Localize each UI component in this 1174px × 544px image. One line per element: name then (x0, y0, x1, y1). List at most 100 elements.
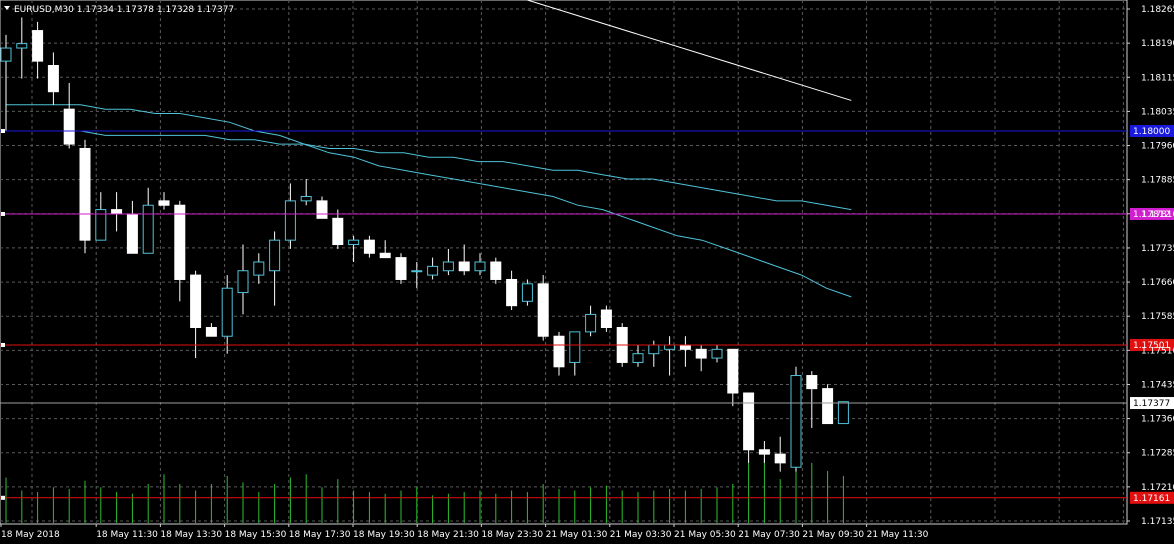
time-tick-label: 18 May 15:30 (225, 530, 287, 540)
candle-bull (300, 196, 312, 202)
time-tick-label: 21 May 09:30 (802, 530, 864, 540)
candle-bull (837, 401, 849, 425)
grid (0, 0, 1128, 525)
candle-bull (648, 344, 660, 355)
time-tick-label: 18 May 11:30 (96, 530, 158, 540)
red-level-top-tag (1130, 338, 1174, 351)
triangle-down-icon[interactable] (4, 6, 10, 10)
candle-bear (395, 257, 407, 280)
candle-bull (0, 47, 12, 62)
candle-bear (727, 348, 739, 394)
candle-bull (237, 270, 249, 294)
candle-bull (474, 261, 486, 272)
candle-bear (379, 252, 391, 259)
blue-level-handle[interactable] (1, 129, 5, 133)
trendline-layer[interactable] (527, 0, 852, 101)
candle-bull (221, 287, 233, 337)
purple-level-handle[interactable] (1, 211, 5, 216)
volume-bars (5, 458, 844, 523)
candle-bear (79, 147, 91, 241)
candle-bear (205, 327, 217, 337)
time-tick-label: 21 May 11:30 (867, 530, 929, 540)
price-tick-label: 1.17810 (1141, 210, 1174, 220)
candle-bull (427, 265, 439, 276)
current-price-tag (1130, 397, 1174, 410)
candle-bear (822, 388, 834, 425)
candle-bear (490, 261, 502, 280)
plot-border (0, 0, 1128, 525)
price-tick-label: 1.18035 (1141, 107, 1174, 117)
chart-title: EURUSD,M30 1.17334 1.17378 1.17328 1.173… (14, 5, 234, 15)
candle-bear (63, 108, 75, 145)
candle-bear (363, 239, 375, 254)
candle-bull (411, 270, 423, 273)
candle-bear (600, 309, 612, 328)
time-tick-label: 21 May 07:30 (738, 530, 800, 540)
candle-bull (442, 261, 454, 272)
price-tick-label: 1.17585 (1141, 312, 1174, 322)
price-tick-label: 1.17360 (1141, 415, 1174, 425)
red-level-top-handle[interactable] (1, 342, 5, 347)
moving-average-slow (6, 130, 852, 211)
time-tick-label: 21 May 03:30 (610, 530, 672, 540)
red-level-bottom-tag (1130, 491, 1174, 504)
time-tick-label: 18 May 19:30 (353, 530, 415, 540)
candle-bull (253, 261, 265, 276)
candle-bull (269, 239, 281, 272)
candle-bull (521, 283, 533, 302)
candle-bear (316, 200, 328, 219)
candle-bear (190, 274, 202, 329)
candles (0, 17, 849, 472)
red-level-bottom-label: 1.17161 (1133, 494, 1170, 504)
candle-bear (695, 348, 707, 359)
price-tick-label: 1.17285 (1141, 449, 1174, 459)
time-tick-label: 21 May 01:30 (546, 530, 608, 540)
candle-bull (632, 353, 644, 363)
price-axis: 1.18265 1.18190 1.18115 1.18035 1.17960 1.178… (1127, 5, 1174, 527)
trendline[interactable] (527, 0, 852, 101)
candle-bull (790, 375, 802, 468)
chart-header: EURUSD,M30 1.17334 1.17378 1.17328 1.173… (4, 5, 234, 15)
moving-average-fast (6, 104, 852, 298)
candle-bear (774, 453, 786, 464)
candle-bear (332, 217, 344, 246)
candle-bull (348, 239, 360, 246)
price-tick-label: 1.17435 (1141, 380, 1174, 390)
purple-level-tag (1130, 207, 1174, 220)
candle-bear (174, 204, 186, 280)
horizontal-levels[interactable]: 1.18000 1.17812 1.17501 1.17161 1.17377 (0, 125, 1174, 504)
candle-bull (569, 331, 581, 363)
time-tick-label: 18 May 23:30 (481, 530, 543, 540)
candle-bull (284, 200, 296, 241)
price-tick-label: 1.17885 (1141, 176, 1174, 186)
candle-bear (537, 283, 549, 337)
time-tick-label: 21 May 05:30 (674, 530, 736, 540)
blue-level-tag (1130, 125, 1174, 137)
candle-bear (758, 449, 770, 455)
candle-bull (664, 344, 676, 350)
candle-bear (743, 392, 755, 451)
candle-bull (142, 204, 154, 254)
price-tick-label: 1.18190 (1141, 39, 1174, 49)
candle-bear (32, 30, 44, 62)
candle-bull (585, 313, 597, 333)
price-tick-label: 1.17660 (1141, 278, 1174, 288)
price-tick-label: 1.17735 (1141, 244, 1174, 254)
price-tick-label: 1.17510 (1141, 346, 1174, 356)
candle-bear (158, 200, 170, 206)
candle-bull (16, 43, 28, 49)
price-tick-label: 1.18265 (1141, 5, 1174, 15)
moving-averages (6, 104, 852, 298)
candle-bear (806, 375, 818, 390)
purple-level-label: 1.17812 (1133, 210, 1170, 220)
candle-bear (679, 344, 691, 350)
price-tick-label: 1.17210 (1141, 483, 1174, 493)
candle-bear (111, 209, 123, 215)
candle-bear (458, 261, 470, 272)
candle-bear (553, 335, 565, 368)
red-level-bottom-handle[interactable] (1, 495, 5, 500)
price-tick-label: 1.17960 (1141, 142, 1174, 152)
candle-bull (95, 209, 107, 241)
